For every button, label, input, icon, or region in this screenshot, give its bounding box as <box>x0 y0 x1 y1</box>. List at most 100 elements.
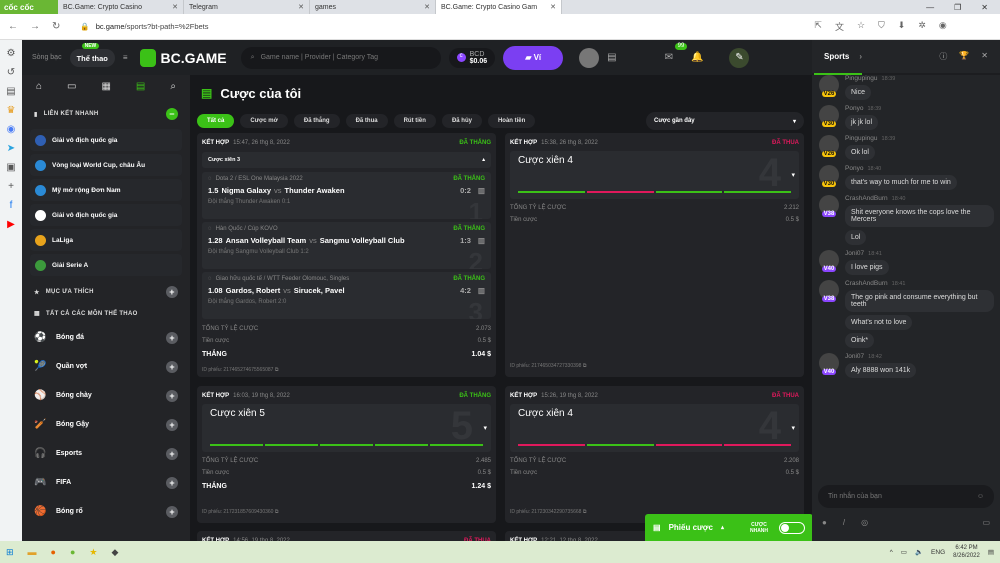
close-icon[interactable]: ✕ <box>981 51 988 60</box>
games-icon[interactable]: ▣ <box>6 162 16 173</box>
parlay-toggle[interactable]: 4 Cược xiên 4 ▾ <box>510 404 799 452</box>
quick-link[interactable]: Vòng loại World Cup, châu Âu <box>30 154 182 176</box>
chevron-up-icon[interactable]: ^ <box>889 548 893 556</box>
info-icon[interactable]: ⓘ <box>939 52 948 61</box>
add-button[interactable]: + <box>166 447 178 460</box>
stats-icon[interactable]: ▥ <box>477 286 485 295</box>
menu-icon[interactable]: ▤ <box>607 52 617 63</box>
close-icon[interactable]: ✕ <box>550 4 556 11</box>
file-explorer-icon[interactable]: ▬ <box>27 547 37 557</box>
quick-link[interactable]: LaLiga <box>30 229 182 251</box>
browser-tab[interactable]: Telegram ✕ <box>184 0 310 14</box>
game-search-input[interactable]: ⌕ Game name | Provider | Category Tag <box>240 46 441 69</box>
chevron-right-icon[interactable]: › <box>859 52 863 61</box>
sport-item[interactable]: ⚽ Bóng đá + <box>30 323 182 352</box>
user-avatar[interactable] <box>579 47 600 68</box>
parlay-toggle[interactable]: 5 Cược xiên 5 ▾ <box>202 404 491 452</box>
username[interactable]: Ponyo <box>845 165 864 172</box>
stats-icon[interactable]: ▥ <box>477 186 485 195</box>
quick-link[interactable]: Giải vô địch quốc gia <box>30 204 182 226</box>
sport-item[interactable]: 🎧 Esports + <box>30 439 182 468</box>
bell-icon[interactable]: 🔔 <box>691 52 704 63</box>
user-avatar[interactable] <box>819 165 839 185</box>
star-app-icon[interactable]: ★ <box>89 546 98 557</box>
user-avatar[interactable] <box>819 353 839 373</box>
url-input[interactable]: 🔒 bc.game/sports?bt-path=%2Fbets <box>72 17 802 37</box>
sport-item[interactable]: 🏀 Bóng rổ + <box>30 497 182 526</box>
chat-messages[interactable]: V26 Pingupingu 18:39 Nice V30 Ponyo 18:39 jk jk… <box>812 75 1000 481</box>
mail-icon[interactable]: ✉ 99 <box>665 43 688 63</box>
sports-link[interactable]: NEW Thể thao <box>69 42 115 67</box>
search-icon[interactable]: ⌕ <box>170 81 176 92</box>
chat-toggle-icon[interactable]: ✎ <box>729 47 750 68</box>
bet-leg[interactable]: 2 ◌ Hàn Quốc / Cúp KOVO ĐÃ THẮNG 1.28 Ansan V… <box>202 222 491 269</box>
browser-tab[interactable]: BC.Game: Crypto Casino ✕ <box>58 0 184 14</box>
add-button[interactable]: + <box>166 331 178 344</box>
casino-link[interactable]: Sòng bạc <box>32 54 62 61</box>
firefox-icon[interactable]: ● <box>50 547 56 557</box>
browser-logo[interactable]: cốc cốc <box>0 0 58 14</box>
betslip-bar[interactable]: ▤ Phiếu cược ▴ CƯỢC NHANH <box>645 514 813 541</box>
download-icon[interactable]: ⬇ <box>897 20 906 30</box>
add-button[interactable]: + <box>166 476 178 489</box>
live-icon[interactable]: ▭ <box>67 81 77 92</box>
username[interactable]: Pingupingu <box>845 135 878 142</box>
user-avatar[interactable] <box>819 280 839 300</box>
username[interactable]: Ponyo <box>845 105 864 112</box>
copy-icon[interactable]: ⧉ <box>582 363 587 369</box>
emoji-icon[interactable]: ☺ <box>976 493 984 500</box>
wallet-button[interactable]: ▰ Ví <box>503 45 564 70</box>
coccoc-icon[interactable]: ● <box>69 547 76 557</box>
browser-tab[interactable]: games ✕ <box>310 0 436 14</box>
translate-icon[interactable]: 文 <box>834 22 844 32</box>
messenger-icon[interactable]: ◉ <box>6 124 16 135</box>
copy-icon[interactable]: ⧉ <box>274 509 279 515</box>
filter-chip[interactable]: Đã thua <box>345 114 388 128</box>
star-icon[interactable]: ☆ <box>856 20 866 30</box>
filter-chip[interactable]: Tất cả <box>197 114 235 128</box>
calendar-icon[interactable]: ▦ <box>101 81 111 92</box>
quick-link[interactable]: Giải Serie A <box>30 254 182 276</box>
menu-icon[interactable]: ≡ <box>122 53 128 62</box>
chat-message-input[interactable]: Tin nhắn của bạn ☺ <box>818 485 994 508</box>
profile-icon[interactable]: ◉ <box>938 20 947 30</box>
sport-item[interactable]: 🏏 Bóng Gậy + <box>30 410 182 439</box>
add-button[interactable]: + <box>166 505 178 518</box>
close-icon[interactable]: ✕ <box>424 4 430 11</box>
username[interactable]: Joni07 <box>845 250 865 257</box>
user-avatar[interactable] <box>819 135 839 155</box>
user-avatar[interactable] <box>819 75 839 95</box>
sport-item[interactable]: 🎮 FIFA + <box>30 468 182 497</box>
sport-item[interactable]: ⚾ Bóng chày + <box>30 381 182 410</box>
user-avatar[interactable] <box>819 105 839 125</box>
back-icon[interactable]: ← <box>8 21 18 32</box>
notifications-icon[interactable]: ▤ <box>987 549 994 556</box>
telegram-icon[interactable]: ➤ <box>6 143 16 154</box>
quick-link[interactable]: Mỹ mở rộng Đơn Nam <box>30 179 182 201</box>
username[interactable]: CrashAndBurn <box>845 280 888 287</box>
filter-chip[interactable]: Cược mở <box>240 114 288 128</box>
parlay-toggle[interactable]: 4 Cược xiên 4 ▾ <box>510 151 799 199</box>
add-button[interactable]: + <box>166 418 178 431</box>
maximize-icon[interactable]: ❐ <box>954 2 962 12</box>
shield-icon[interactable]: ⛉ <box>878 20 885 30</box>
gear-icon[interactable]: ⚙ <box>6 48 16 59</box>
bcgame-logo[interactable]: BC.GAME <box>139 48 227 67</box>
add-icon[interactable]: + <box>8 181 14 192</box>
facebook-icon[interactable]: f <box>9 200 13 211</box>
gif-icon[interactable]: ▭ <box>982 518 990 527</box>
user-avatar[interactable] <box>819 195 839 215</box>
my-bets-icon[interactable]: ▤ <box>135 81 146 92</box>
chat-room-tab[interactable]: Sports <box>824 52 850 61</box>
filter-chip[interactable]: Rút tiền <box>393 114 436 128</box>
quick-link[interactable]: Giải vô địch quốc gia <box>30 129 182 151</box>
add-button[interactable]: + <box>166 360 178 373</box>
sort-dropdown[interactable]: Cược gần đây ▾ <box>646 112 804 130</box>
history-icon[interactable]: ↺ <box>6 67 16 78</box>
user-avatar[interactable] <box>819 250 839 270</box>
quick-bet-toggle[interactable] <box>779 521 805 534</box>
notes-icon[interactable]: ▤ <box>6 86 16 97</box>
add-favorite-button[interactable]: + <box>166 286 178 298</box>
filter-chip[interactable]: Hoàn tiền <box>487 114 536 128</box>
windows-start-icon[interactable]: ⊞ <box>6 546 14 557</box>
